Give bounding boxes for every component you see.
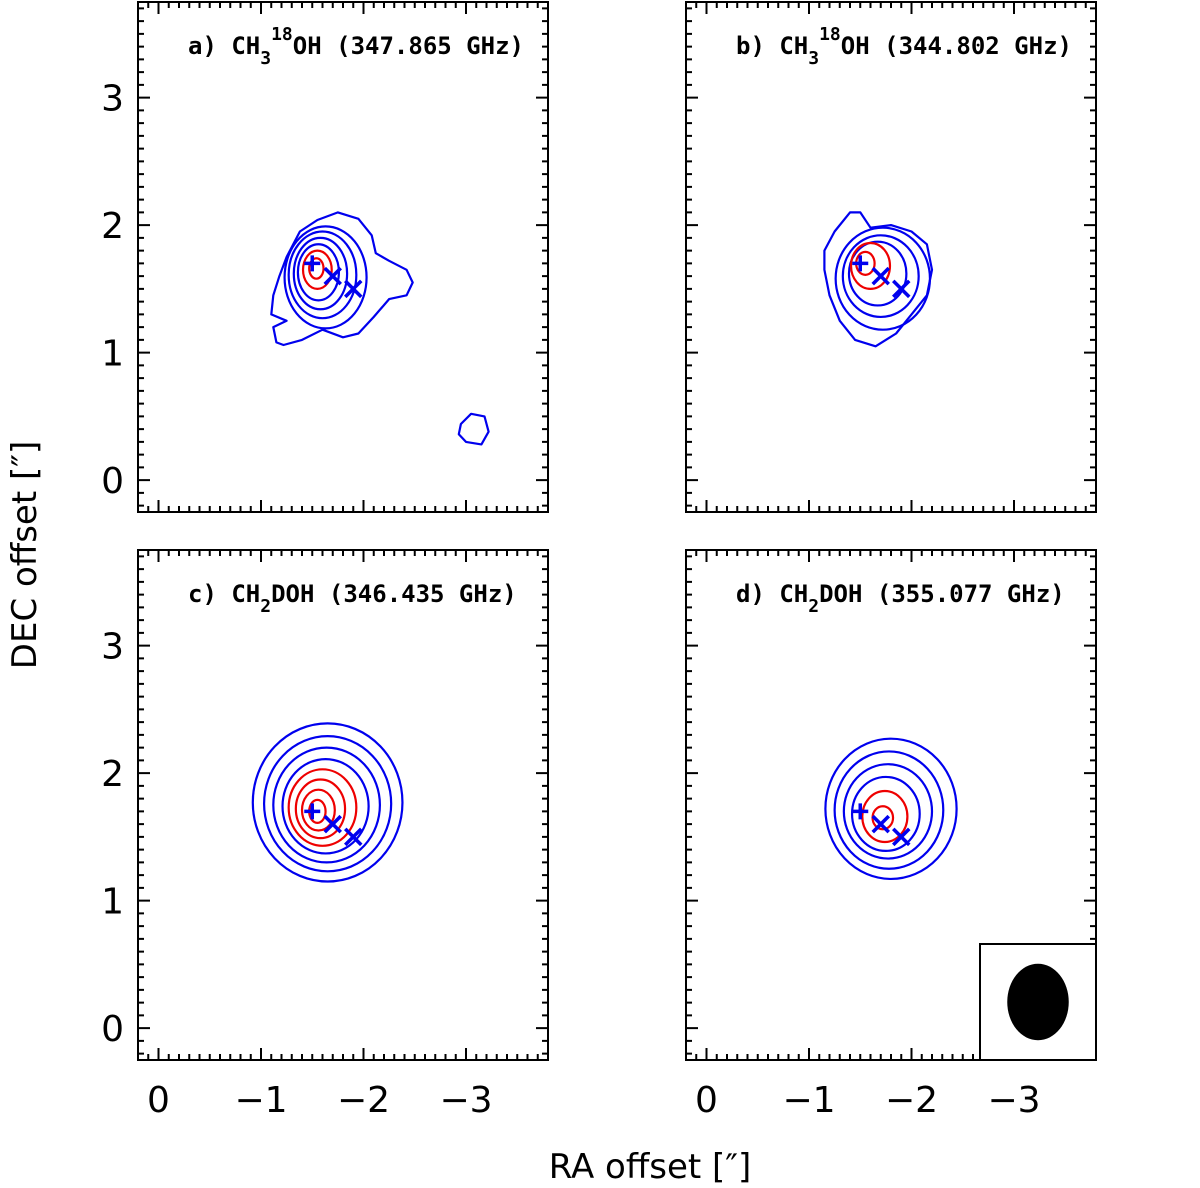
contour-blue <box>850 775 921 853</box>
contour-red <box>308 257 325 280</box>
contour-blue <box>823 211 934 348</box>
contour-red <box>287 768 358 847</box>
contour-blue <box>272 746 382 864</box>
contour-blue <box>251 722 404 883</box>
contour-blue <box>847 240 908 307</box>
x-tick-label: −1 <box>234 1080 287 1121</box>
plus-marker <box>304 255 321 272</box>
contour-blue <box>824 737 958 881</box>
cross-marker <box>323 814 342 834</box>
contour-blue <box>281 758 370 855</box>
cross-marker <box>344 279 363 299</box>
contour-blue <box>841 234 920 319</box>
cross-marker <box>323 266 342 286</box>
y-tick-label: 0 <box>101 461 124 502</box>
tick-marks <box>137 2 549 512</box>
cross-marker <box>892 279 911 299</box>
panel-a: 0 1 2 3 a) CH318OH (347.865 GHz) <box>101 1 549 513</box>
contour-red <box>849 241 892 290</box>
x-tick-label: −2 <box>337 1080 390 1121</box>
plus-marker <box>852 803 869 820</box>
contour-blue <box>842 763 934 860</box>
panel-frame <box>685 1 1097 513</box>
x-tick-label: −3 <box>987 1080 1040 1121</box>
panel-label-c: c) CH2DOH (346.435 GHz) <box>188 580 517 617</box>
cross-marker <box>344 827 363 847</box>
x-tick-label: −1 <box>782 1080 835 1121</box>
cross-marker <box>871 814 890 834</box>
contour-red <box>294 778 347 840</box>
contour-blue <box>262 735 393 873</box>
contour-blue <box>283 225 368 330</box>
contours <box>251 722 404 883</box>
panel-d: 0 −1 −2 −3 d) CH2DOH (355.077 GHz) <box>685 549 1097 1121</box>
panel-label-a: a) CH318OH (347.865 GHz) <box>188 24 524 69</box>
contour-blue <box>287 230 358 320</box>
x-tick-label: −3 <box>439 1080 492 1121</box>
contour-blue <box>457 412 490 446</box>
y-tick-label: 1 <box>101 882 124 923</box>
cross-marker <box>871 266 890 286</box>
x-tick-label: −2 <box>885 1080 938 1121</box>
y-tick-label: 3 <box>101 627 124 668</box>
panel-b: b) CH318OH (344.802 GHz) <box>685 1 1097 513</box>
plus-marker <box>304 803 321 820</box>
panels-layer: 0 1 2 3 a) CH318OH (347.865 GHz) b) CH318OH (… <box>101 1 1097 1121</box>
beam-ellipse <box>1007 963 1069 1041</box>
x-tick-label: 0 <box>695 1080 718 1121</box>
contour-red <box>301 249 333 290</box>
y-axis-title: DEC offset [″] <box>5 441 45 669</box>
contour-blue <box>834 226 932 331</box>
y-tick-label: 0 <box>101 1009 124 1050</box>
y-tick-label: 2 <box>101 754 124 795</box>
contours <box>824 737 958 881</box>
contours <box>823 211 934 348</box>
y-tick-label: 3 <box>101 79 124 120</box>
contour-blue <box>292 236 349 311</box>
tick-marks <box>137 550 549 1060</box>
plus-marker <box>852 255 869 272</box>
panel-label-b: b) CH318OH (344.802 GHz) <box>736 24 1072 69</box>
contour-red <box>861 789 909 844</box>
panel-frame <box>137 549 549 1061</box>
contour-blue <box>270 211 414 347</box>
y-tick-label: 1 <box>101 334 124 375</box>
contours <box>270 211 490 446</box>
tick-marks <box>685 2 1097 512</box>
panel-label-d: d) CH2DOH (355.077 GHz) <box>736 580 1065 617</box>
panel-c: 0 1 2 3 0 −1 −2 −3 c) CH2DOH (346.435 GHz) <box>101 549 549 1121</box>
y-tick-label: 2 <box>101 206 124 247</box>
cross-marker <box>892 827 911 847</box>
x-tick-label: 0 <box>147 1080 170 1121</box>
contour-blue <box>833 750 945 870</box>
x-axis-title: RA offset [″] <box>549 1147 752 1187</box>
contour-red <box>300 788 336 832</box>
